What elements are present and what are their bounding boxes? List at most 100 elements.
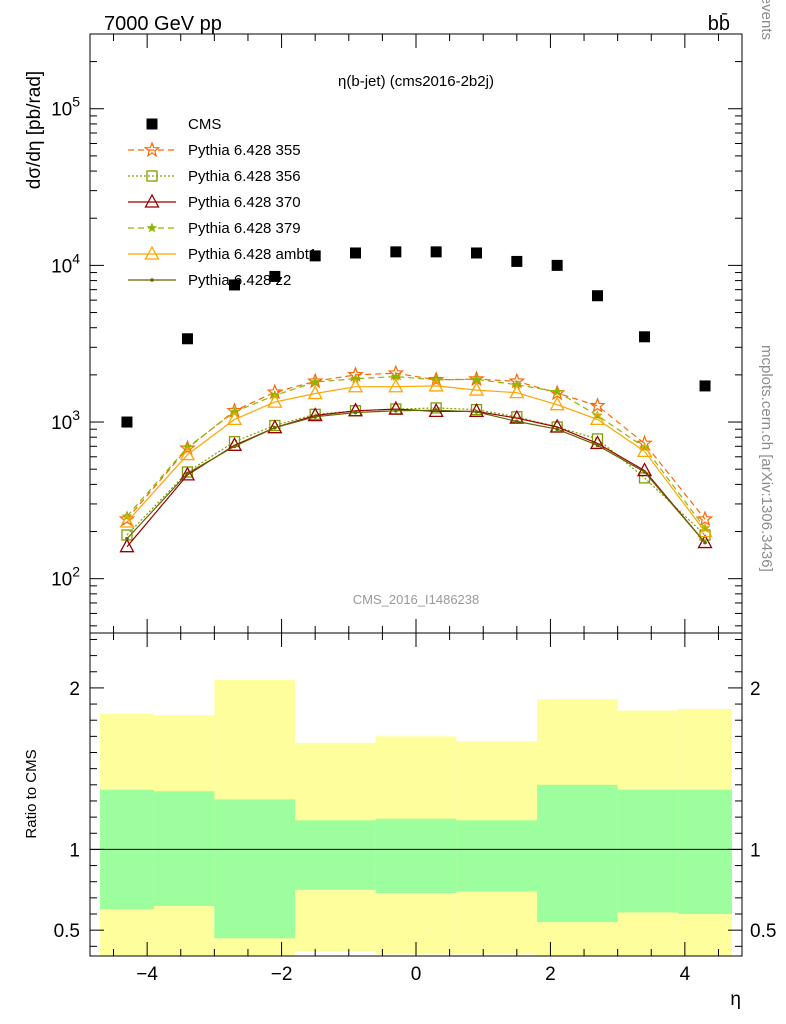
data-point: [350, 373, 361, 384]
legend-entry: Pythia 6.428 z2: [128, 272, 291, 289]
data-point: [347, 402, 364, 417]
data-point: [313, 414, 317, 419]
series-pythia-6-428-379: [121, 371, 711, 533]
legend-label: CMS: [188, 116, 221, 133]
data-point: [179, 446, 196, 461]
main-series: [118, 246, 714, 553]
plot-title: η(b-jet) (cms2016-2b2j): [338, 73, 494, 90]
data-point: [636, 442, 653, 457]
legend-swatch-marker: [144, 193, 160, 208]
data-point: [509, 384, 525, 399]
legend-label: Pythia 6.428 355: [188, 142, 301, 159]
y-tick-label: 102: [51, 564, 80, 591]
legend-label: Pythia 6.428 ambt1: [188, 246, 317, 263]
ratio-stat-band-6: [536, 784, 618, 923]
ratio-bands: [100, 679, 732, 956]
legend-entry: Pythia 6.428 356: [128, 168, 301, 185]
data-point: [474, 410, 479, 414]
ratio-ylabel: Ratio to CMS: [23, 749, 40, 838]
data-point: [589, 410, 606, 426]
legend-swatch-marker: [146, 118, 158, 130]
legend: CMS Pythia 6.428 355 Pythia 6.428 356 Pythi…: [128, 116, 317, 289]
data-point: [388, 378, 404, 393]
data-point: [699, 380, 711, 392]
ratio-stat-band-5: [456, 820, 537, 892]
series-line: [126, 372, 706, 520]
legend-swatch-marker: [146, 170, 158, 182]
data-point: [468, 381, 485, 396]
data-point: [549, 418, 565, 433]
ratio-y-tick-label-right: 2: [750, 679, 761, 700]
data-point: [388, 400, 404, 415]
header-right: bb̄: [708, 12, 730, 35]
legend-swatch-marker: [150, 278, 154, 282]
data-point: [696, 510, 714, 527]
data-point: [309, 376, 321, 387]
data-point: [697, 523, 713, 538]
data-point: [390, 371, 402, 381]
ratio-y-tick-label-right: 0.5: [750, 921, 776, 942]
ratio-stat-band-4: [375, 818, 457, 894]
data-point: [591, 290, 603, 302]
data-point: [471, 373, 482, 384]
x-tick-label: 4: [680, 964, 691, 985]
data-point: [179, 439, 196, 456]
data-point: [125, 536, 129, 541]
legend-label: Pythia 6.428 356: [188, 168, 301, 185]
series-pythia-6-428-356: [121, 402, 711, 541]
data-point: [394, 408, 398, 413]
data-point: [307, 385, 323, 400]
data-point: [589, 435, 606, 450]
legend-label: Pythia 6.428 370: [188, 194, 301, 211]
ratio-y-tick-label: 1: [69, 840, 80, 861]
data-point: [181, 333, 193, 345]
series-line: [126, 375, 706, 529]
x-tick-label: −2: [271, 964, 293, 985]
data-point: [390, 246, 402, 258]
data-point: [430, 402, 442, 414]
legend-entry: Pythia 6.428 355: [128, 141, 301, 159]
ticks: [90, 33, 742, 956]
data-point: [267, 393, 283, 408]
x-tick-label: −4: [136, 964, 158, 985]
data-point: [434, 408, 438, 412]
y-tick-label: 104: [51, 250, 80, 277]
y-tick-label: 103: [51, 407, 80, 434]
mcplots-label: mcplots.cern.ch [arXiv:1306.3436]: [758, 345, 775, 572]
data-point: [595, 443, 600, 448]
data-point: [468, 402, 485, 418]
header-left: 7000 GeV pp: [104, 13, 222, 35]
data-point: [639, 331, 651, 343]
legend-entry: Pythia 6.428 370: [128, 193, 301, 211]
data-point: [273, 425, 277, 430]
data-point: [470, 247, 482, 259]
legend-swatch-marker: [143, 141, 161, 158]
data-point: [427, 371, 445, 387]
x-tick-label: 2: [545, 964, 556, 985]
xlabel: η: [730, 989, 741, 1010]
series-line: [126, 385, 706, 532]
ratio-y-tick-label: 2: [69, 679, 80, 700]
ratio-y-tick-label: 0.5: [54, 921, 80, 942]
data-point: [515, 419, 519, 424]
data-point: [185, 471, 190, 476]
series-pythia-6-428-355: [118, 364, 714, 527]
series-line: [126, 409, 706, 543]
data-point: [589, 397, 606, 413]
tick-labels: −4 −2 0 2 4 102 103 104 105 0.5 0.5 1 1 2 2: [51, 94, 776, 985]
legend-entry: Pythia 6.428 ambt1: [128, 245, 317, 263]
data-point: [549, 396, 565, 411]
data-point: [511, 255, 523, 267]
data-point: [226, 410, 243, 426]
data-point: [555, 427, 559, 431]
series-pythia-6-428-370: [119, 400, 713, 553]
legend-label: Pythia 6.428 379: [188, 220, 301, 237]
ratio-stat-band-2: [214, 799, 296, 939]
data-point: [121, 416, 133, 428]
ratio-stat-band-1: [153, 791, 215, 906]
data-point: [229, 279, 241, 291]
data-point: [703, 540, 707, 545]
data-point: [119, 513, 135, 528]
data-point: [511, 379, 523, 390]
ratio-stat-band-8: [678, 789, 732, 915]
